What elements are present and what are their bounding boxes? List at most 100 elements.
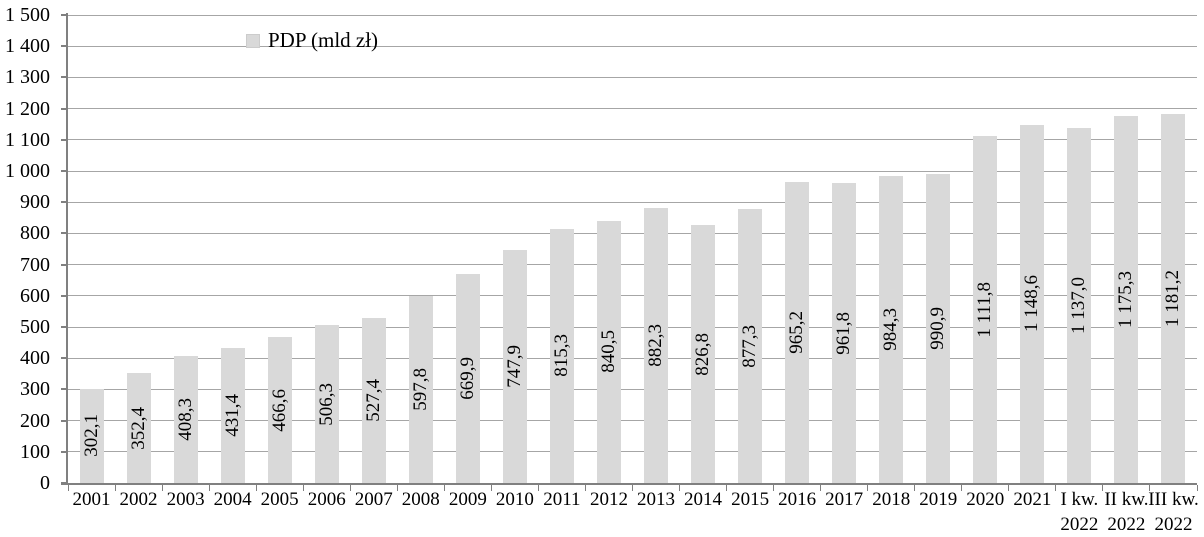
x-axis-label: 2005 [260,489,299,510]
x-axis-label: 2004 [213,489,252,510]
bar: 431,4 [220,348,245,483]
x-axis-label: 2020 [966,489,1005,510]
x-axis-label: 2001 [72,489,111,510]
bar: 990,9 [926,173,951,483]
x-axis-tick [679,485,681,491]
bar: 527,4 [361,318,386,483]
bar-value-label: 1 181,2 [1162,270,1184,328]
x-axis-tick [490,485,492,491]
gridline [68,108,1197,110]
x-axis-tick [820,485,822,491]
bar: 506,3 [314,325,339,483]
y-axis-tick [61,263,68,266]
bar: 840,5 [596,220,621,483]
bar: 815,3 [549,228,574,483]
y-axis-tick [61,450,68,453]
x-axis-tick [867,485,869,491]
x-axis-label: 2017 [825,489,864,510]
x-axis-tick [632,485,633,491]
y-axis-label: 600 [20,284,50,307]
bar-value-label: 352,4 [127,406,149,450]
bar: 965,2 [785,181,810,483]
bar: 1 137,0 [1067,128,1092,483]
y-axis-tick [61,326,68,328]
x-axis-label: 2010 [495,489,534,510]
bar-value-label: 990,9 [927,307,949,350]
legend-label: PDP (mld zł) [268,28,379,52]
bar: 1 181,2 [1161,114,1186,483]
x-axis-label: 2021 [1013,489,1052,510]
y-axis-label: 1 200 [5,97,50,120]
bar-value-label: 815,3 [550,334,572,378]
x-axis-label: 2011 [543,489,581,510]
bar: 1 175,3 [1114,116,1139,483]
bar-value-label: 506,3 [315,382,337,426]
x-axis-label: 2018 [872,489,911,510]
legend-swatch-icon [246,33,260,48]
bar: 352,4 [126,373,151,483]
y-axis-tick [61,45,68,48]
bar: 826,8 [691,225,716,483]
x-axis-tick [349,485,351,491]
y-axis-label: 300 [20,378,50,401]
y-axis-tick [61,388,68,391]
x-axis-tick [1196,485,1198,491]
gridline [68,170,1197,172]
x-axis-label: 2016 [778,489,817,510]
x-axis-tick [208,485,210,491]
bar-value-label: 408,3 [174,397,196,441]
x-axis-tick [1055,485,1057,491]
y-axis-label: 1 400 [5,35,50,58]
bar: 1 148,6 [1020,124,1045,483]
y-axis-line [66,13,68,485]
y-axis-label: 200 [20,409,50,432]
y-axis-tick [61,201,68,204]
x-axis-label: 2002 [119,489,158,510]
x-axis-tick [1102,485,1104,491]
bar-value-label: 597,8 [409,368,431,412]
x-axis-label: 2009 [448,489,487,510]
gridline [68,357,1197,359]
gridline [68,201,1197,203]
bar: 669,9 [455,273,480,483]
x-axis-label: 2014 [684,489,723,510]
y-axis-label: 900 [20,191,50,214]
bar-value-label: 1 111,8 [974,281,996,338]
x-axis-tick [961,485,963,491]
gridline [68,45,1197,47]
gridline [68,388,1197,390]
gridline [68,14,1197,16]
bar-value-label: 431,4 [221,394,243,438]
bar: 1 111,8 [973,136,998,483]
x-axis-label: III kw. 2022 [1148,489,1199,535]
x-axis-label: 2003 [166,489,205,510]
bar-value-label: 826,8 [692,332,714,376]
x-axis-tick [302,485,304,491]
x-axis-label: I kw. 2022 [1060,489,1099,535]
y-axis-tick [61,138,68,141]
gridline [68,420,1197,422]
y-axis-label: 700 [20,253,50,276]
gridline [68,326,1197,328]
bar: 961,8 [832,182,857,483]
x-axis-tick [443,485,445,491]
bar-value-label: 302,1 [80,414,102,458]
y-axis-tick [61,232,68,235]
x-axis-line [61,483,1197,485]
y-axis-label: 1 500 [5,4,50,26]
bar-value-label: 669,9 [456,357,478,400]
bar: 466,6 [267,337,292,483]
x-axis-label: 2019 [919,489,958,510]
y-axis-label: 500 [20,316,50,338]
bar: 877,3 [738,209,763,483]
bar-value-label: 1 175,3 [1115,271,1137,329]
x-axis-label: 2015 [731,489,770,510]
y-axis-tick [61,76,68,79]
x-axis-label: 2006 [307,489,346,510]
y-axis-tick [61,170,68,172]
gridline [68,139,1197,141]
x-axis-label: 2007 [354,489,393,510]
y-axis-label: 0 [40,472,50,494]
bar-value-label: 840,5 [597,330,619,374]
